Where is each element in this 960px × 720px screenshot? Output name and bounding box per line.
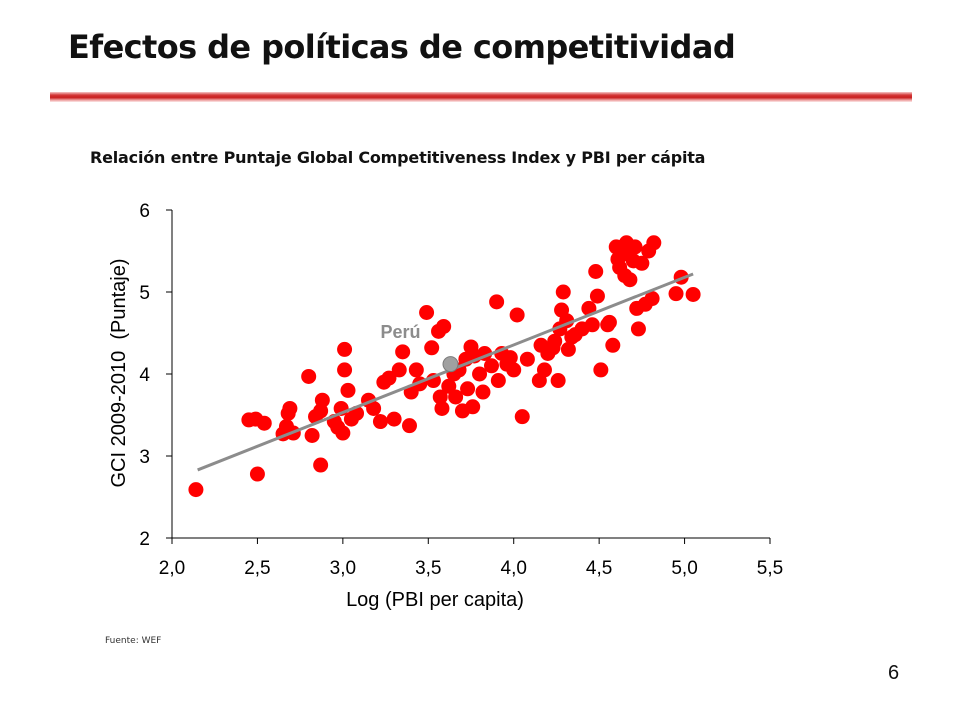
data-point (502, 350, 518, 366)
data-point (314, 392, 330, 408)
data-point (514, 409, 530, 425)
data-point (432, 389, 448, 405)
y-tick-label: 3 (139, 447, 150, 468)
data-point (627, 239, 643, 255)
title-divider (50, 92, 912, 102)
data-point (622, 272, 638, 288)
y-tick-label: 4 (139, 365, 150, 386)
data-point (506, 362, 522, 378)
data-point (593, 362, 609, 378)
slide-title: Efectos de políticas de competitividad (68, 28, 736, 66)
data-point (460, 381, 476, 397)
x-tick-label: 2,0 (159, 558, 185, 579)
data-point (588, 264, 604, 279)
data-point (188, 482, 204, 498)
data-point (372, 414, 388, 430)
data-point (550, 373, 566, 389)
data-point (313, 457, 329, 473)
data-point (547, 333, 563, 349)
x-tick-label: 4,5 (586, 558, 612, 579)
data-point (465, 399, 481, 415)
data-point (282, 400, 298, 416)
trendline (197, 272, 694, 472)
data-point (644, 291, 660, 307)
data-point (441, 378, 457, 394)
data-point (386, 411, 402, 427)
data-point (519, 351, 535, 367)
x-tick-label: 5,0 (671, 558, 697, 579)
data-point (630, 321, 646, 337)
data-point (536, 362, 552, 378)
page-number: 6 (888, 662, 900, 684)
data-point (634, 255, 650, 271)
data-points (188, 235, 701, 498)
data-point (256, 415, 272, 431)
data-point (395, 344, 411, 360)
chart-title: Relación entre Puntaje Global Competitiv… (90, 148, 706, 167)
x-tick-label: 5,5 (757, 558, 783, 579)
x-tick-label: 3,5 (415, 558, 441, 579)
data-point (668, 286, 684, 302)
data-point (337, 341, 353, 357)
data-point (381, 370, 397, 386)
data-point (490, 373, 506, 389)
data-point (337, 362, 353, 378)
axes: 2 3 4 5 6 2,0 2,5 3,0 3,5 4,0 4,5 5,0 5,5 (139, 201, 783, 579)
data-point (509, 307, 525, 323)
data-point (424, 340, 440, 356)
data-point (475, 384, 491, 400)
highlight-label: Perú (380, 322, 420, 342)
data-point (589, 288, 605, 304)
y-axis-label: GCI 2009-2010 (Puntaje) (108, 258, 130, 487)
data-point (366, 400, 382, 416)
x-tick-label: 4,0 (501, 558, 527, 579)
highlight-point (442, 356, 459, 373)
data-point (484, 358, 500, 374)
y-tick-label: 6 (139, 201, 150, 222)
data-point (340, 382, 356, 398)
data-point (555, 284, 571, 300)
x-tick-label: 2,5 (244, 558, 270, 579)
x-axis-label: Log (PBI per capita) (346, 589, 524, 611)
data-point (601, 314, 617, 330)
data-point (685, 286, 701, 302)
data-point (335, 425, 351, 441)
y-tick-label: 5 (139, 283, 150, 304)
data-point (584, 317, 600, 333)
highlight-group: Perú (380, 322, 459, 373)
data-point (419, 305, 435, 320)
data-point (605, 337, 621, 353)
data-point (560, 341, 576, 357)
trendline-group (197, 272, 694, 472)
data-point (489, 294, 505, 310)
data-point (472, 366, 488, 382)
data-point (301, 368, 317, 384)
data-point (646, 235, 662, 251)
source-note: Fuente: WEF (105, 636, 162, 646)
data-point (434, 400, 450, 416)
scatter-chart: 2 3 4 5 6 2,0 2,5 3,0 3,5 4,0 4,5 5,0 5,5 Perú Log (… (108, 201, 783, 611)
y-tick-label: 2 (139, 529, 150, 550)
data-point (304, 428, 320, 443)
data-point (401, 418, 417, 434)
data-point (391, 362, 407, 378)
data-point (249, 466, 265, 482)
data-point (408, 362, 424, 378)
data-point (436, 318, 452, 334)
x-tick-label: 3,0 (330, 558, 356, 579)
data-point (448, 389, 464, 405)
